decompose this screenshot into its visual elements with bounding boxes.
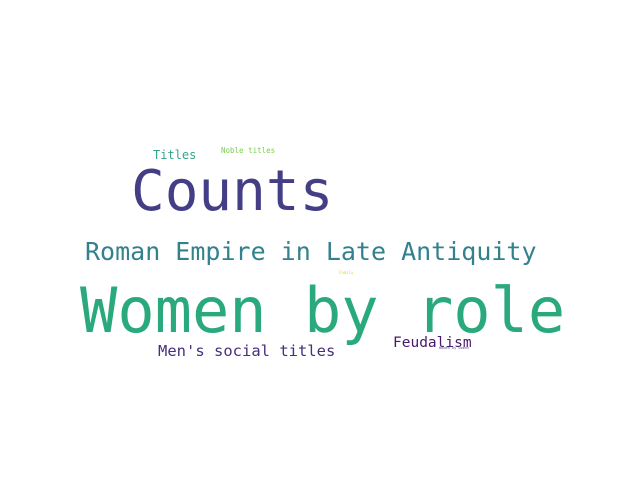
word-mens-social-titles: Men's social titles bbox=[158, 342, 336, 360]
word-titles: Titles bbox=[153, 148, 197, 162]
word-feudalism: Feudalism bbox=[393, 335, 472, 351]
word-family: Family bbox=[339, 270, 354, 275]
word-counts: Counts bbox=[131, 159, 334, 224]
word-roman-empire: Roman Empire in Late Antiquity bbox=[85, 237, 537, 266]
word-women-by-role: Women by role bbox=[80, 274, 566, 347]
word-small-label: Women by women bbox=[439, 346, 470, 350]
word-noble-titles: Noble titles bbox=[221, 146, 276, 155]
